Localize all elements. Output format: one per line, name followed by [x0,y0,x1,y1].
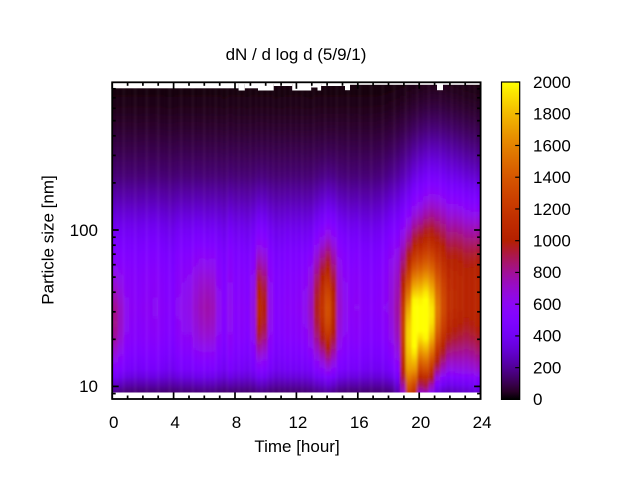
svg-text:1000: 1000 [533,232,571,251]
svg-text:24: 24 [473,413,492,432]
svg-text:10: 10 [79,377,98,396]
svg-text:Particle size [nm]: Particle size [nm] [39,175,58,304]
svg-text:800: 800 [533,263,561,282]
svg-text:dN / d log d (5/9/1): dN / d log d (5/9/1) [226,45,367,64]
svg-text:16: 16 [350,413,369,432]
svg-text:20: 20 [411,413,430,432]
svg-text:200: 200 [533,359,561,378]
svg-text:12: 12 [288,413,307,432]
svg-text:1400: 1400 [533,168,571,187]
svg-text:600: 600 [533,295,561,314]
svg-text:1800: 1800 [533,105,571,124]
svg-text:400: 400 [533,327,561,346]
svg-text:4: 4 [170,413,179,432]
svg-text:0: 0 [109,413,118,432]
svg-text:Time [hour]: Time [hour] [254,437,339,456]
svg-text:1200: 1200 [533,200,571,219]
svg-text:2000: 2000 [533,73,571,92]
svg-text:1600: 1600 [533,136,571,155]
svg-text:8: 8 [232,413,241,432]
svg-text:0: 0 [533,390,542,409]
svg-text:100: 100 [70,221,98,240]
